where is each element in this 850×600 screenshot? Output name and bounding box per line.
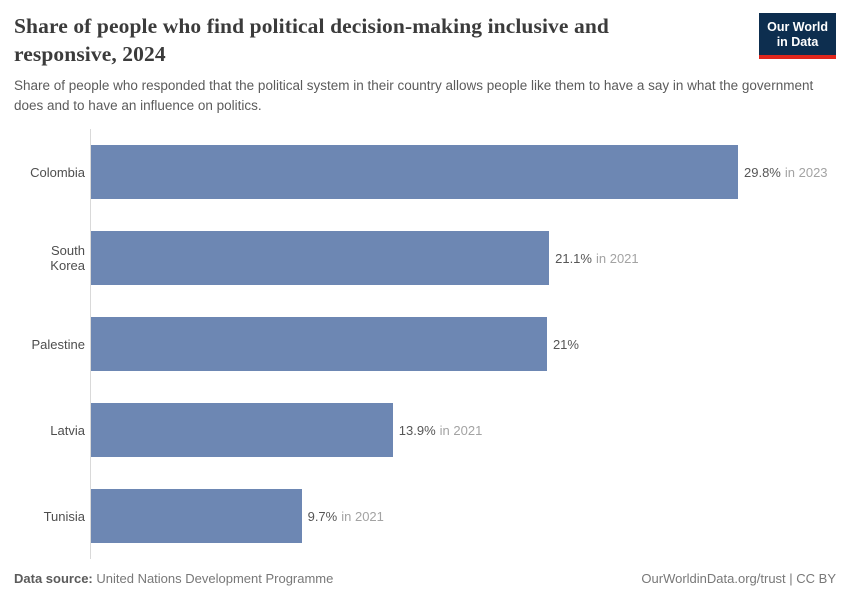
bar-row: Colombia 29.8% in 2023: [14, 129, 836, 216]
bar-row: Tunisia 9.7% in 2021: [14, 473, 836, 560]
chart-subtitle: Share of people who responded that the p…: [14, 77, 814, 113]
value-number: 9.7%: [307, 508, 338, 524]
owid-logo-line2: in Data: [776, 35, 819, 49]
value-year: in 2021: [595, 250, 639, 266]
value-label: 9.7% in 2021: [308, 509, 384, 524]
bar-row: Latvia 13.9% in 2021: [14, 387, 836, 474]
data-source-value: United Nations Development Programme: [96, 571, 334, 586]
bar-chart-plot: Colombia 29.8% in 2023 South Korea 21.1% in 2…: [14, 129, 836, 560]
value-number: 29.8%: [744, 164, 781, 180]
owid-logo-line1: Our World: [767, 20, 828, 34]
value-year: in 2023: [784, 164, 828, 180]
owid-logo: Our World in Data: [759, 13, 836, 59]
value-number: 21.1%: [555, 250, 592, 266]
plot-area: 21.1% in 2021: [90, 215, 836, 302]
bar[interactable]: [91, 317, 547, 372]
chart-title: Share of people who find political decis…: [14, 14, 609, 67]
plot-area: 9.7% in 2021: [90, 473, 836, 560]
plot-area: 29.8% in 2023: [90, 129, 836, 216]
value-year: in 2021: [439, 422, 483, 438]
value-label: 21%: [553, 337, 579, 352]
value-label: 21.1% in 2021: [555, 251, 639, 266]
plot-area: 13.9% in 2021: [90, 387, 836, 474]
category-label: South Korea: [50, 243, 85, 274]
data-source-label: Data source:: [14, 571, 93, 586]
bar[interactable]: [91, 403, 393, 458]
data-source: Data source: United Nations Development …: [14, 571, 333, 586]
value-number: 13.9%: [398, 422, 436, 438]
bar-row: South Korea 21.1% in 2021: [14, 215, 836, 302]
category-label: Latvia: [50, 422, 85, 438]
category-label: Palestine: [31, 336, 85, 352]
plot-area: 21%: [90, 301, 836, 388]
chart-header: Share of people who find political decis…: [14, 12, 836, 69]
bar-row: Palestine 21%: [14, 301, 836, 388]
value-number: 21%: [552, 336, 579, 352]
category-label: Colombia: [30, 164, 85, 180]
chart-footer: Data source: United Nations Development …: [14, 571, 836, 586]
value-label: 13.9% in 2021: [399, 423, 483, 438]
bar[interactable]: [91, 489, 302, 544]
value-label: 29.8% in 2023: [744, 165, 828, 180]
bar[interactable]: [91, 145, 738, 200]
category-label: Tunisia: [43, 508, 85, 524]
bar[interactable]: [91, 231, 550, 286]
value-year: in 2021: [341, 508, 384, 524]
credit-link[interactable]: OurWorldinData.org/trust | CC BY: [641, 571, 836, 586]
